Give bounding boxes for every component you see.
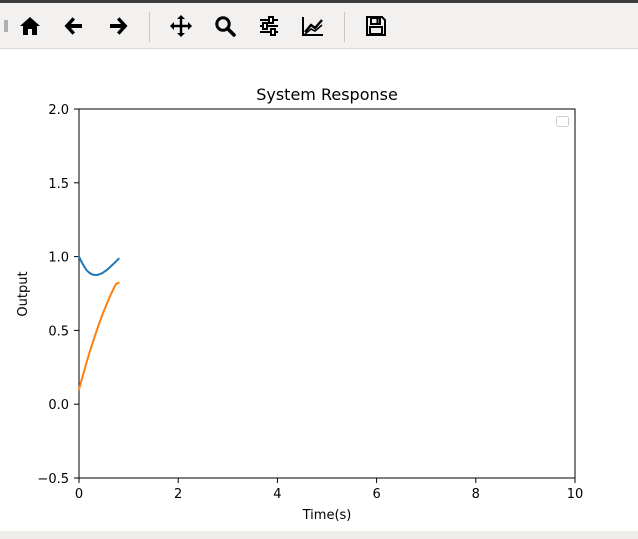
series-line-1: [78, 255, 120, 276]
navigation-toolbar: [0, 3, 638, 49]
series-lines: [78, 255, 120, 391]
status-bar: [0, 531, 638, 539]
forward-button[interactable]: [103, 10, 133, 42]
move-icon: [170, 15, 192, 37]
legend-box: [556, 116, 569, 127]
plot-area: [78, 108, 576, 479]
toolbar-separator: [344, 12, 345, 42]
zoom-button[interactable]: [210, 10, 240, 42]
series-line-2: [78, 281, 120, 391]
sliders-icon: [260, 16, 278, 36]
x-tick-label: 2: [174, 487, 182, 502]
x-tick-label: 4: [273, 487, 281, 502]
chart-title: System Response: [256, 85, 398, 104]
y-tick-label: 0.5: [48, 324, 69, 339]
y-tick-label: 2.0: [48, 103, 69, 118]
arrow-left-icon: [64, 17, 82, 35]
axis-ticks: 0 2 4 6 8 10 −0.5 0.0 0.5 1.0 1.5 2.0: [37, 103, 583, 502]
search-icon: [215, 16, 236, 37]
toolbar-separator: [149, 12, 150, 42]
x-axis-label: Time(s): [302, 508, 352, 523]
save-button[interactable]: [361, 10, 391, 42]
y-axis-label: Output: [16, 271, 31, 316]
configure-subplots-button[interactable]: [254, 10, 284, 42]
x-tick-label: 6: [372, 487, 380, 502]
x-tick-label: 0: [75, 487, 83, 502]
toolbar-grip[interactable]: [4, 20, 8, 32]
x-tick-label: 10: [567, 487, 584, 502]
edit-axes-button[interactable]: [298, 10, 328, 42]
home-button[interactable]: [15, 10, 45, 42]
line-chart-icon: [302, 17, 323, 36]
window-top-border: [0, 0, 638, 3]
x-tick-label: 8: [472, 487, 480, 502]
y-tick-label: −0.5: [37, 472, 69, 487]
pan-button[interactable]: [166, 10, 196, 42]
y-tick-label: 0.0: [48, 398, 69, 413]
y-tick-label: 1.0: [48, 251, 69, 266]
home-icon: [20, 17, 40, 35]
back-button[interactable]: [59, 10, 89, 42]
figure-canvas[interactable]: System Response 0 2 4 6 8 10 −0.5 0.0 0.5 1.0 1.5 2…: [0, 50, 638, 531]
y-tick-label: 1.5: [48, 177, 69, 192]
save-icon: [366, 16, 386, 36]
line-chart: System Response 0 2 4 6 8 10 −0.5 0.0 0.5 1.0 1.5 2…: [16, 85, 583, 523]
arrow-right-icon: [110, 17, 128, 35]
